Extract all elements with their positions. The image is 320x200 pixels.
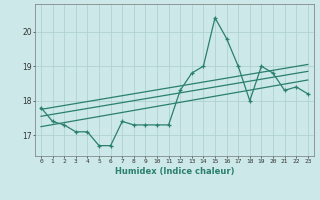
X-axis label: Humidex (Indice chaleur): Humidex (Indice chaleur): [115, 167, 234, 176]
